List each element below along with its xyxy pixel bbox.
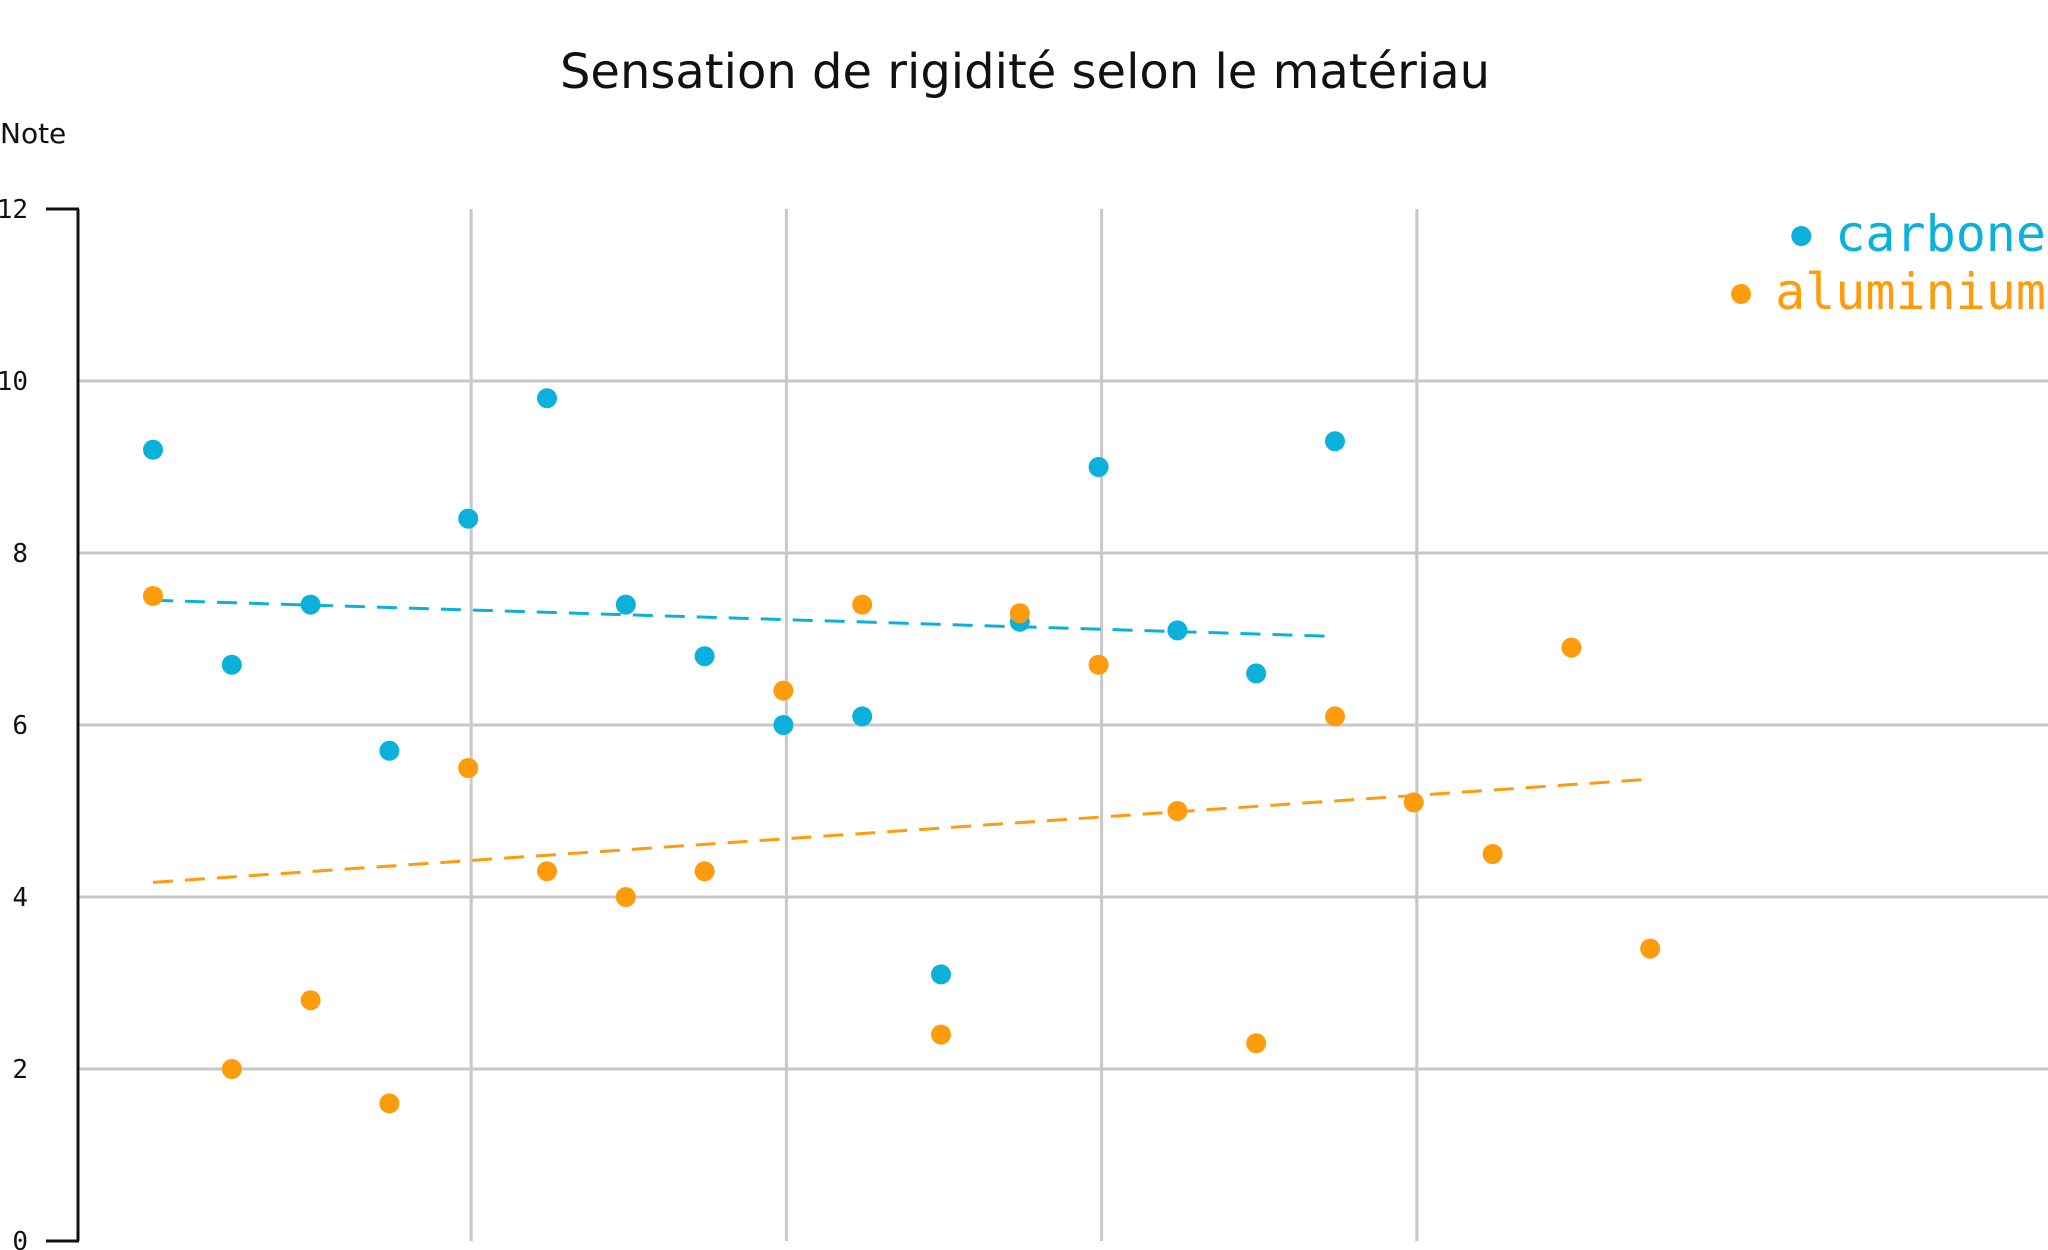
point-carbone <box>1325 431 1345 452</box>
point-carbone <box>1088 457 1109 477</box>
point-aluminium <box>1009 603 1030 624</box>
point-carbone <box>1246 663 1267 684</box>
y-tick-label: 12 <box>0 195 28 225</box>
point-aluminium <box>143 586 163 606</box>
point-aluminium <box>1482 844 1503 864</box>
point-aluminium <box>773 680 794 701</box>
point-carbone <box>300 594 321 615</box>
point-aluminium <box>1640 938 1661 959</box>
legend-marker-carbone <box>1791 226 1812 246</box>
legend-label-aluminium: aluminium <box>1775 263 2046 321</box>
trend-line-aluminium <box>152 777 1651 884</box>
point-aluminium <box>1561 637 1582 658</box>
point-carbone <box>852 706 873 727</box>
trend-line-carbone <box>152 598 1336 638</box>
point-aluminium <box>1246 1033 1267 1054</box>
point-aluminium <box>458 758 479 778</box>
point-aluminium <box>852 594 873 615</box>
point-aluminium <box>931 1024 951 1045</box>
y-axis-label: Note <box>0 117 66 150</box>
point-carbone <box>694 646 715 667</box>
trend-lines <box>152 598 1651 884</box>
point-carbone <box>221 654 242 675</box>
y-tick-label: 8 <box>12 539 28 569</box>
y-tick-label: 0 <box>12 1227 28 1250</box>
point-aluminium <box>1403 792 1424 813</box>
point-carbone <box>537 388 557 409</box>
point-aluminium <box>379 1093 400 1114</box>
grid <box>78 209 2048 1241</box>
point-carbone <box>458 508 479 529</box>
point-carbone <box>1167 620 1188 641</box>
point-aluminium <box>694 861 715 882</box>
legend-marker-aluminium <box>1731 284 1752 304</box>
point-carbone <box>773 715 794 735</box>
point-aluminium <box>300 990 321 1011</box>
point-aluminium <box>537 861 557 882</box>
y-tick-label: 6 <box>12 711 28 741</box>
point-carbone <box>931 964 951 985</box>
legend-label-carbone: carbone <box>1835 205 2046 263</box>
point-aluminium <box>221 1059 242 1079</box>
y-tick-label: 4 <box>12 883 28 913</box>
point-carbone <box>615 594 636 615</box>
point-aluminium <box>615 887 636 907</box>
y-axis: 0 2 4 6 8 10 12 <box>0 195 80 1250</box>
point-aluminium <box>1088 654 1109 675</box>
y-tick-label: 10 <box>0 367 28 397</box>
point-carbone <box>143 439 163 460</box>
chart-title: Sensation de rigidité selon le matériau <box>560 44 1490 100</box>
point-aluminium <box>1325 706 1345 727</box>
point-aluminium <box>1167 801 1188 821</box>
data-points <box>143 388 1661 1114</box>
point-carbone <box>379 740 400 761</box>
y-tick-label: 2 <box>12 1055 28 1085</box>
